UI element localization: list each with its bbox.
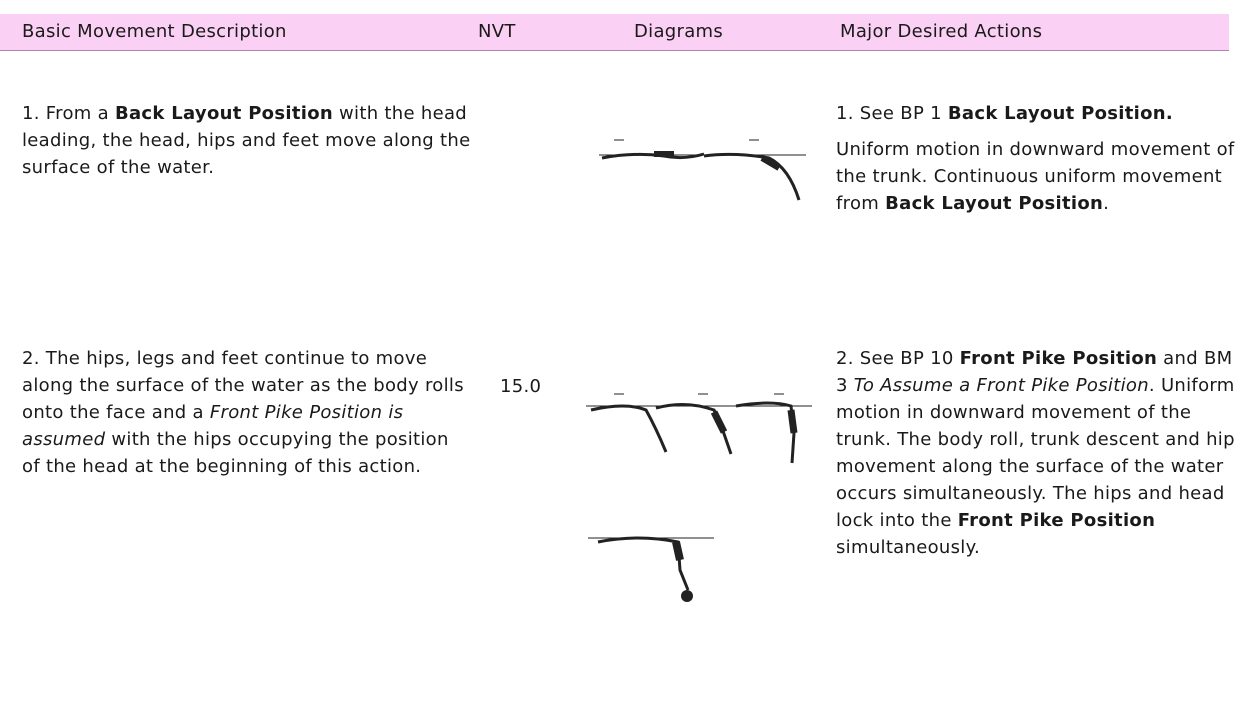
description-cell: 2. The hips, legs and feet continue to m… [22, 345, 472, 489]
bold-text: Back Layout Position [114, 103, 333, 124]
paragraph: Uniform motion in downward movement of t… [836, 136, 1241, 217]
nvt-value: 15.0 [500, 376, 542, 397]
text-run: 2. The hips, legs and feet continue to m… [22, 348, 464, 423]
actions-cell: 2. See BP 10 Front Pike Position and BM … [836, 345, 1241, 570]
paragraph: 1. See BP 1 Back Layout Position. [836, 100, 1241, 127]
bold-text: Back Layout Position. [947, 103, 1174, 124]
diagram [588, 536, 714, 602]
text-run: 1. See BP 1 [836, 103, 948, 124]
description-cell: 1. From a Back Layout Position with the … [22, 100, 472, 190]
text-run: and BM 3 [836, 348, 1233, 396]
italic-text: To Assume a Front Pike Position [853, 375, 1149, 396]
bold-text: Front Pike Position [959, 348, 1158, 369]
table-header: Basic Movement Description NVT Diagrams … [0, 14, 1229, 51]
column-header: NVT [478, 21, 516, 42]
column-header: Diagrams [634, 21, 724, 42]
bold-text: Front Pike Position [957, 510, 1156, 531]
paragraph: 2. The hips, legs and feet continue to m… [22, 345, 472, 480]
italic-text: Front Pike Position is assumed [22, 402, 404, 450]
bold-text: Back Layout Position [885, 193, 1104, 214]
diagram [599, 139, 806, 201]
text-run: simultaneously. [836, 537, 980, 558]
text-run: with the head leading, the head, hips an… [22, 103, 471, 178]
actions-cell: 1. See BP 1 Back Layout Position. Uniform… [836, 100, 1241, 226]
text-run: Uniform motion in downward movement of t… [836, 139, 1235, 214]
paragraph: 2. See BP 10 Front Pike Position and BM … [836, 345, 1241, 561]
text-run: . Uniform motion in downward movement of… [836, 375, 1235, 531]
text-run: 2. See BP 10 [836, 348, 960, 369]
column-header: Basic Movement Description [22, 21, 287, 42]
paragraph: 1. From a Back Layout Position with the … [22, 100, 472, 181]
text-run: 1. From a [22, 103, 115, 124]
text-run: with the hips occupying the position of … [22, 429, 449, 477]
diagram [586, 393, 812, 464]
text-run: . [1103, 193, 1110, 214]
column-header: Major Desired Actions [840, 21, 1043, 42]
